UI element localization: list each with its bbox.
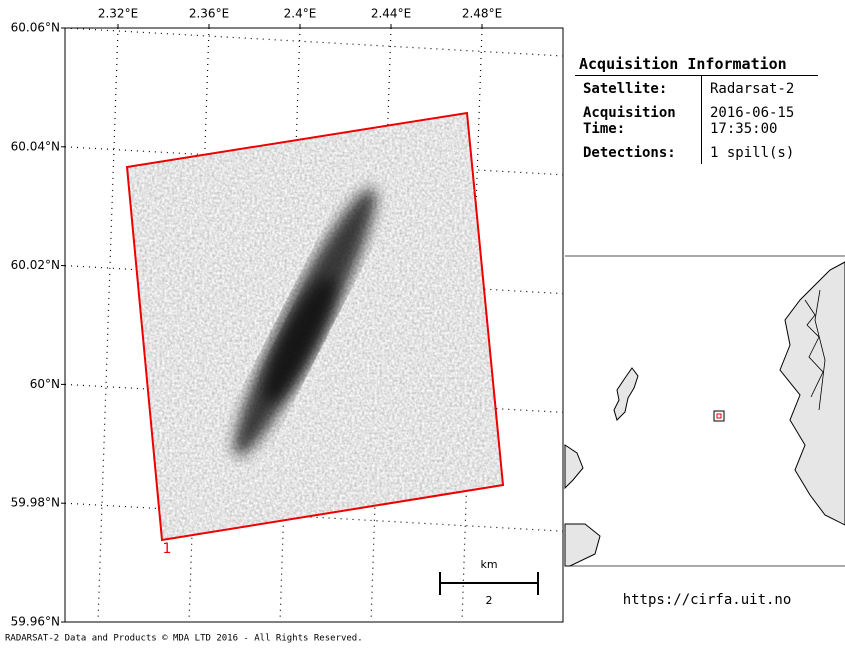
url: https://cirfa.uit.no	[623, 592, 792, 608]
grid-line	[98, 28, 118, 622]
info-key: Acquisition Time:	[575, 100, 702, 140]
info-key: Satellite:	[575, 76, 702, 101]
lat-tick-label: 59.98°N	[11, 496, 60, 510]
lon-tick-label: 2.36°E	[189, 7, 229, 21]
inset-coast	[565, 524, 600, 566]
inset-islands	[614, 368, 638, 420]
detection-label: 1	[163, 541, 172, 557]
lat-tick-label: 59.96°N	[11, 615, 60, 629]
info-table: Acquisition Information Satellite:Radars…	[575, 53, 818, 164]
scale-length: 2	[486, 594, 493, 607]
info-value: Radarsat-2	[702, 76, 819, 101]
inset-location	[717, 414, 721, 418]
inset-location-box	[714, 411, 724, 421]
grid-line	[65, 28, 563, 56]
info-key: Detections:	[575, 140, 702, 164]
lon-tick-label: 2.44°E	[371, 7, 411, 21]
page: 1 km 2 https://cirfa.uit.no RADARSAT-2 D…	[0, 0, 845, 648]
info-value: 2016-06-15 17:35:00	[702, 100, 819, 140]
lat-tick-label: 60.06°N	[11, 21, 60, 35]
lon-tick-label: 2.48°E	[462, 7, 502, 21]
inset-islands	[565, 445, 583, 488]
lon-tick-label: 2.32°E	[98, 7, 138, 21]
info-value: 1 spill(s)	[702, 140, 819, 164]
copyright: RADARSAT-2 Data and Products © MDA LTD 2…	[5, 634, 363, 644]
lon-tick-label: 2.4°E	[284, 7, 317, 21]
info-title: Acquisition Information	[575, 53, 818, 76]
lat-tick-label: 60.02°N	[11, 258, 60, 272]
lat-tick-label: 60.04°N	[11, 139, 60, 153]
lat-tick-label: 60°N	[30, 377, 60, 391]
scale-unit: km	[480, 558, 497, 571]
